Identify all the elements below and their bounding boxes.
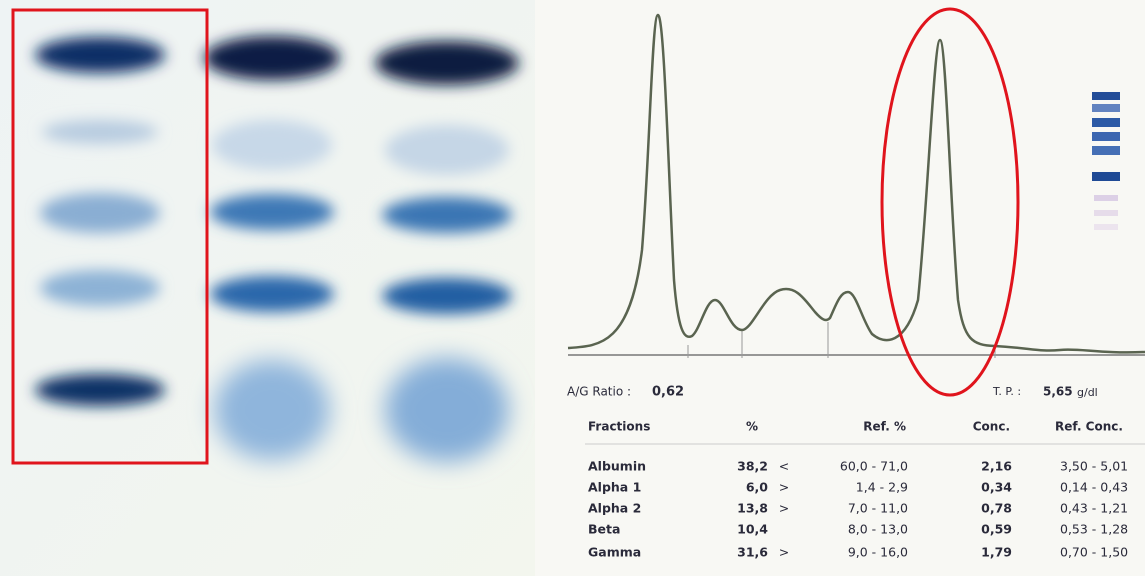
concentration: 2,16: [981, 459, 1012, 474]
concentration: 1,79: [981, 545, 1012, 560]
gel-photo: [0, 0, 535, 576]
percent-value: 10,4: [737, 522, 768, 537]
report: A/G Ratio : 0,62 T. P. : 5,65 g/dl Fract…: [535, 0, 1145, 576]
column-header: %: [746, 420, 758, 434]
range-flag: >: [779, 480, 789, 495]
concentration: 0,34: [981, 480, 1012, 495]
ref-concentration: 0,43 - 1,21: [1060, 501, 1128, 516]
concentration: 0,78: [981, 501, 1012, 516]
tp-unit: g/dl: [1077, 386, 1098, 399]
fraction-name: Albumin: [588, 459, 646, 474]
column-header: Ref. Conc.: [1055, 420, 1123, 434]
column-header: Ref. %: [863, 420, 906, 434]
percent-value: 31,6: [737, 545, 768, 560]
lane-3-smear: [385, 358, 509, 462]
concentration: 0,59: [981, 522, 1012, 537]
column-header: Conc.: [973, 420, 1010, 434]
fraction-name: Alpha 2: [588, 501, 641, 516]
ag-ratio-value: 0,62: [652, 385, 684, 400]
ref-percent: 60,0 - 71,0: [840, 459, 908, 474]
ag-ratio-label: A/G Ratio :: [567, 385, 631, 399]
fraction-name: Beta: [588, 522, 620, 537]
percent-value: 13,8: [737, 501, 768, 516]
percent-value: 6,0: [746, 480, 768, 495]
ref-percent: 1,4 - 2,9: [856, 480, 908, 495]
column-header: Fractions: [588, 420, 650, 434]
fraction-name: Alpha 1: [588, 480, 641, 495]
ref-concentration: 0,14 - 0,43: [1060, 480, 1128, 495]
range-flag: <: [779, 459, 789, 474]
fraction-name: Gamma: [588, 545, 641, 560]
ref-percent: 9,0 - 16,0: [848, 545, 908, 560]
ref-percent: 8,0 - 13,0: [848, 522, 908, 537]
ref-concentration: 0,70 - 1,50: [1060, 545, 1128, 560]
range-flag: >: [779, 501, 789, 516]
ref-concentration: 3,50 - 5,01: [1060, 459, 1128, 474]
lane-2-smear: [214, 360, 330, 460]
ref-concentration: 0,53 - 1,28: [1060, 522, 1128, 537]
ref-percent: 7,0 - 11,0: [848, 501, 908, 516]
tp-value: 5,65: [1043, 385, 1073, 399]
range-flag: >: [779, 545, 789, 560]
scene: A/G Ratio : 0,62 T. P. : 5,65 g/dl Fract…: [0, 0, 1145, 576]
tp-label: T. P. :: [992, 385, 1021, 398]
percent-value: 38,2: [737, 459, 768, 474]
